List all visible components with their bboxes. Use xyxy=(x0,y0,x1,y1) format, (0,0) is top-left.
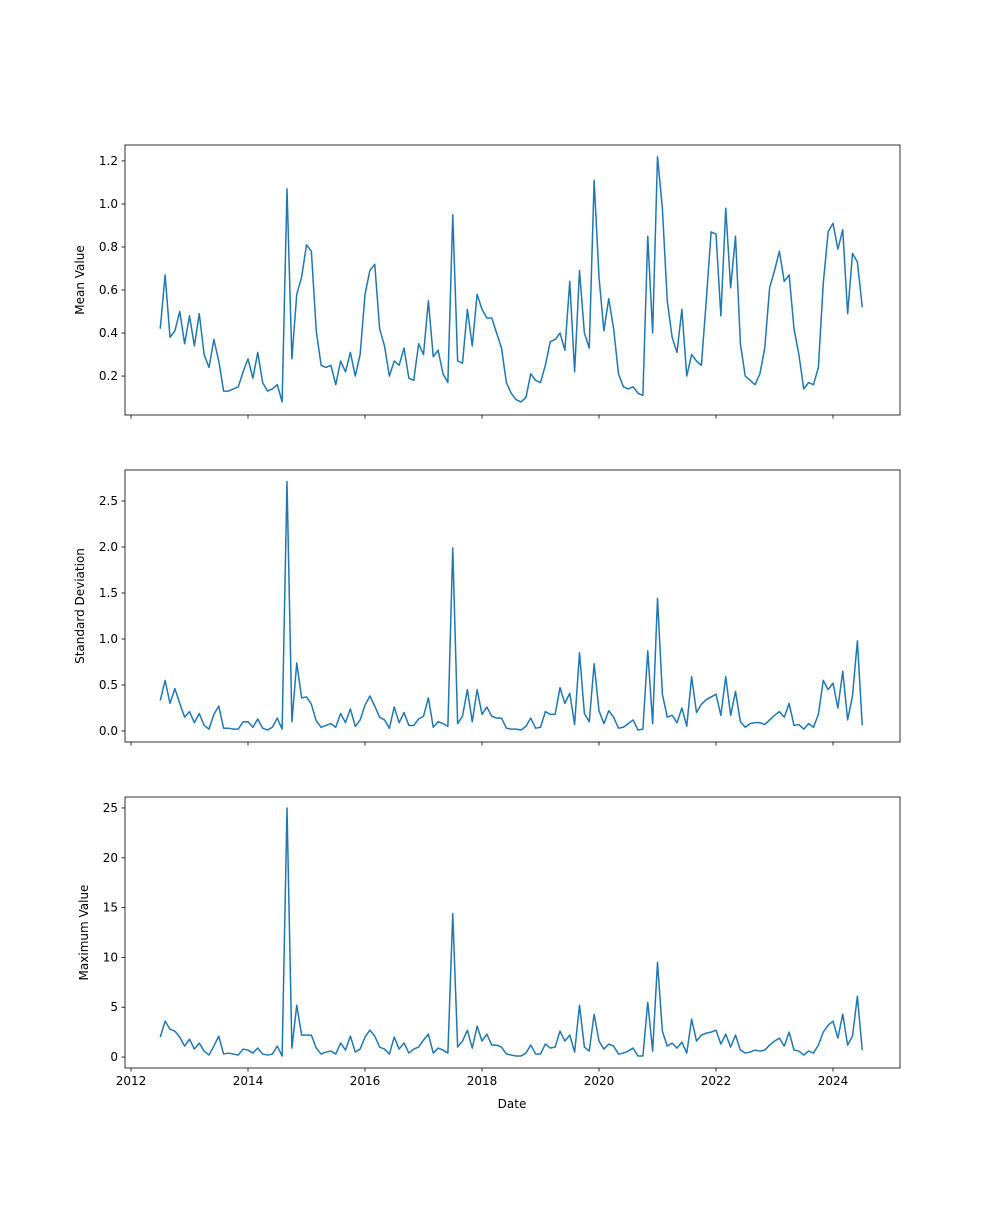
max-y-tick-label: 15 xyxy=(103,901,118,915)
max-y-tick-label: 0 xyxy=(110,1050,118,1064)
max-series-line xyxy=(159,807,863,1057)
std-y-axis-label: Standard Deviation xyxy=(73,548,87,664)
x-tick-label: 2022 xyxy=(701,1074,732,1088)
mean-y-tick-label: 0.6 xyxy=(99,283,118,297)
mean-y-tick-label: 0.8 xyxy=(99,240,118,254)
mean-y-tick-label: 1.0 xyxy=(99,197,118,211)
x-tick-label: 2018 xyxy=(467,1074,498,1088)
mean-y-axis-label: Mean Value xyxy=(73,245,87,314)
std-y-tick-label: 1.0 xyxy=(99,632,118,646)
std-y-tick-label: 2.0 xyxy=(99,540,118,554)
mean-y-tick-label: 0.2 xyxy=(99,369,118,383)
max-y-tick-label: 25 xyxy=(103,801,118,815)
max-y-axis-label: Maximum Value xyxy=(77,885,91,981)
max-y-tick-label: 10 xyxy=(103,950,118,964)
x-axis-label: Date xyxy=(498,1097,527,1111)
std-y-tick-label: 1.5 xyxy=(99,586,118,600)
max-y-tick-label: 20 xyxy=(103,851,118,865)
max-y-tick-label: 5 xyxy=(110,1000,118,1014)
x-tick-label: 2024 xyxy=(818,1074,849,1088)
mean-series-line xyxy=(159,155,863,403)
std-y-tick-label: 0.5 xyxy=(99,678,118,692)
x-tick-label: 2014 xyxy=(233,1074,264,1088)
x-tick-label: 2016 xyxy=(350,1074,381,1088)
std-axes-frame xyxy=(124,469,901,743)
mean-axes-frame xyxy=(124,144,901,416)
std-y-tick-label: 2.5 xyxy=(99,494,118,508)
mean-y-tick-label: 1.2 xyxy=(99,154,118,168)
x-tick-label: 2012 xyxy=(116,1074,147,1088)
std-series-line xyxy=(159,480,863,731)
std-y-tick-label: 0.0 xyxy=(99,724,118,738)
mean-y-tick-label: 0.4 xyxy=(99,326,118,340)
max-axes-frame xyxy=(124,796,901,1069)
x-tick-label: 2020 xyxy=(584,1074,615,1088)
